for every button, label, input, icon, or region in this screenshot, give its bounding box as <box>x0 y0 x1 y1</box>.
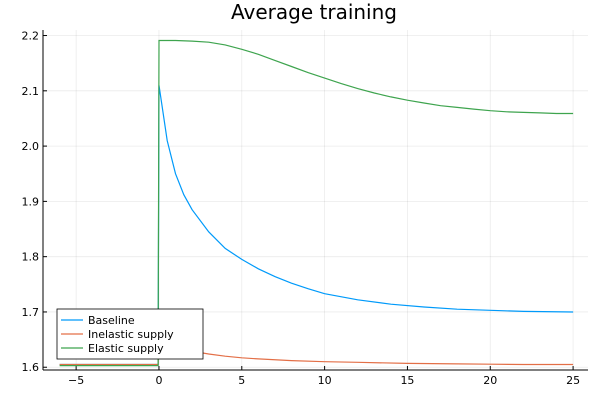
axes: −5 0 5 10 15 20 25 1.6 1.7 1.8 1.9 2.0 2.1 2.2 <box>22 30 588 387</box>
series-line-baseline <box>59 85 574 366</box>
y-tick-label: 1.7 <box>22 306 40 319</box>
legend-label-baseline: Baseline <box>88 314 135 327</box>
y-tick-label: 1.9 <box>22 195 40 208</box>
grid <box>43 30 588 370</box>
legend-label-inelastic-supply: Inelastic supply <box>88 328 174 341</box>
x-tick-label: 0 <box>155 374 162 387</box>
chart-title: Average training <box>231 0 397 24</box>
x-tick-label: 25 <box>566 374 580 387</box>
x-tick-label: 10 <box>318 374 332 387</box>
legend-label-elastic-supply: Elastic supply <box>88 342 164 355</box>
y-tick-label: 2.1 <box>22 85 40 98</box>
x-tick-label: −5 <box>68 374 84 387</box>
series-line-elastic-supply <box>59 39 574 367</box>
y-tick-label: 1.6 <box>22 361 40 374</box>
x-tick-label: 20 <box>483 374 497 387</box>
y-tick-label: 2.2 <box>22 30 40 43</box>
x-tick-label: 5 <box>238 374 245 387</box>
x-tick-label: 15 <box>400 374 414 387</box>
y-tick-label: 1.8 <box>22 251 40 264</box>
y-tick-label: 2.0 <box>22 140 40 153</box>
